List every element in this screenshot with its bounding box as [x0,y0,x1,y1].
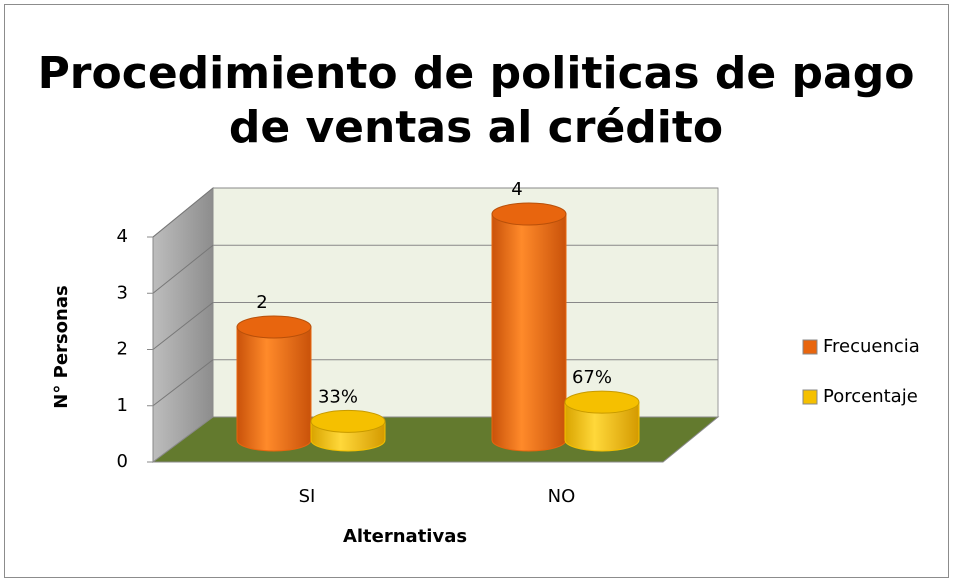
legend-swatch [802,389,818,405]
legend-label: Frecuencia [823,336,920,357]
x-tick-label: SI [299,486,316,507]
y-tick-label: 0 [117,451,128,472]
x-axis-title: Alternativas [343,526,467,547]
grid-line [152,244,214,294]
cylinder-top [236,315,312,339]
y-tick-label: 3 [117,282,128,303]
cylinder-top [310,409,386,433]
x-tick-label: NO [548,486,576,507]
data-label: 4 [511,179,522,200]
cylinder-top [491,202,567,226]
y-tick-label: 4 [117,226,128,247]
y-tick-label: 2 [117,339,128,360]
cylinder [236,326,312,452]
y-tick-label: 1 [117,395,128,416]
grid-line [152,187,214,238]
cylinder [491,213,567,452]
legend-label: Porcentaje [823,386,918,407]
data-label: 33% [318,386,358,407]
data-label: 67% [572,367,612,388]
cylinder-top [564,390,640,414]
grid-line [152,302,214,350]
data-label: 2 [256,292,267,313]
grid-line [152,359,214,407]
legend-swatch [802,339,818,355]
y-axis-title: N° Personas [51,285,72,408]
chart-title: Procedimiento de politicas de pago [38,48,915,99]
chart-title: de ventas al crédito [229,102,723,153]
